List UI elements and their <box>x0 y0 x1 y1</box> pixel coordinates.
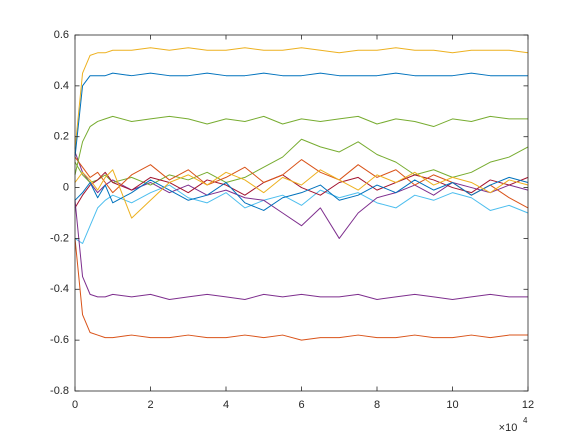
x-tick-label: 8 <box>374 399 380 411</box>
x-tick-label: 4 <box>223 399 229 411</box>
y-tick-label: 0.6 <box>54 29 69 41</box>
y-tick-label: 0.4 <box>54 80 69 92</box>
series-line <box>74 72 528 158</box>
y-tick-label: -0.4 <box>50 283 69 295</box>
x-tick-label: 6 <box>298 399 304 411</box>
series-line <box>74 169 529 219</box>
axes-box <box>74 34 529 392</box>
series-line <box>74 47 529 150</box>
series-line <box>74 171 529 209</box>
x-exponent-base: ×10 <box>499 422 518 434</box>
x-tick-label: 2 <box>147 399 153 411</box>
series-line <box>74 138 529 186</box>
y-tick-label: 0.2 <box>54 131 69 143</box>
x-exponent: 4 <box>523 416 528 425</box>
series-line <box>74 151 529 239</box>
y-tick-label: -0.2 <box>50 232 69 244</box>
series-line <box>74 115 528 175</box>
series-line <box>74 176 529 211</box>
series-line <box>74 200 528 300</box>
series-line <box>74 156 529 209</box>
x-tick-label: 10 <box>446 399 458 411</box>
series-line <box>74 238 528 341</box>
y-tick-label: -0.8 <box>50 385 69 397</box>
series-line <box>74 184 529 245</box>
y-tick-label: 0 <box>63 181 69 193</box>
y-tick-label: -0.6 <box>50 334 69 346</box>
x-tick-label: 0 <box>72 399 78 411</box>
x-tick-label: 12 <box>522 399 534 411</box>
